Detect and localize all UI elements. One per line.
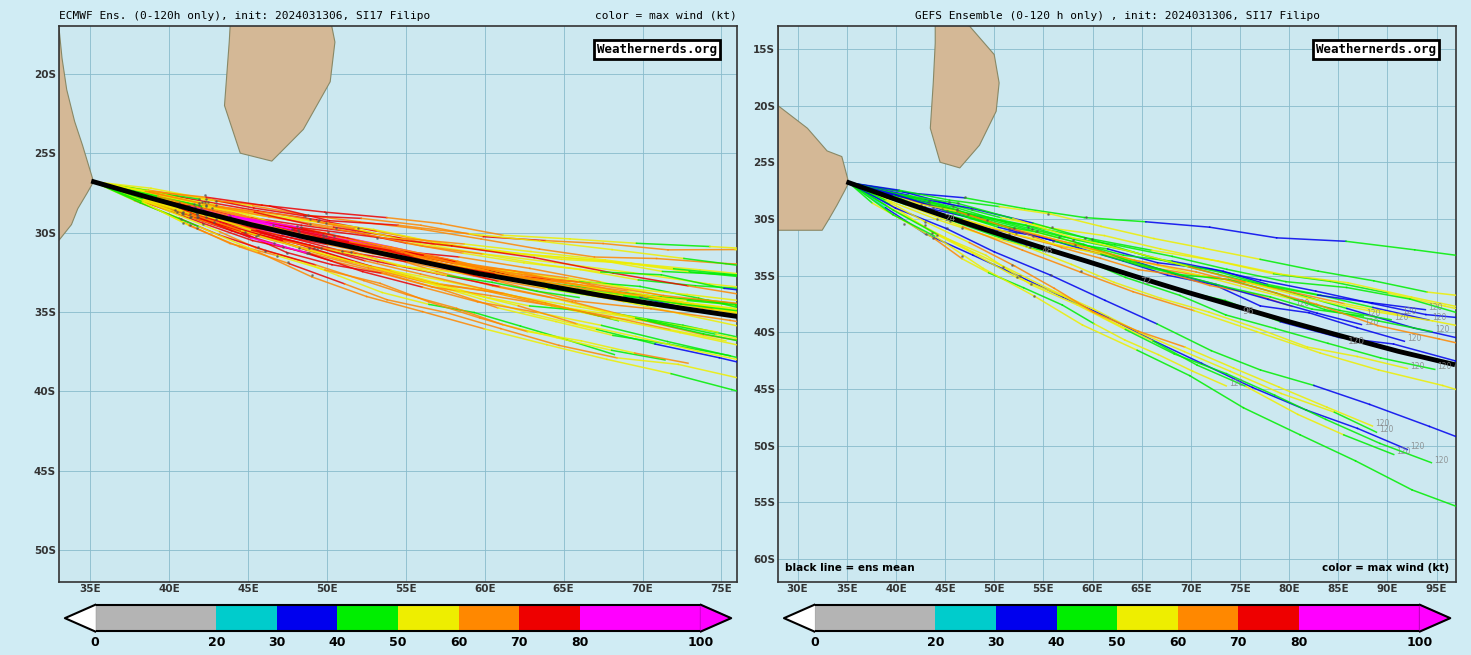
Polygon shape (65, 605, 96, 631)
Text: 100: 100 (1406, 636, 1433, 649)
Text: 60: 60 (1169, 636, 1186, 649)
Text: Weathernerds.org: Weathernerds.org (597, 43, 716, 56)
Polygon shape (1420, 605, 1450, 631)
Text: 120: 120 (1428, 303, 1443, 312)
Text: 80: 80 (571, 636, 588, 649)
Text: 120: 120 (1408, 334, 1421, 343)
Text: 50: 50 (1108, 636, 1125, 649)
Text: 120: 120 (1437, 362, 1452, 371)
Text: 70: 70 (1230, 636, 1247, 649)
Text: 120: 120 (1431, 313, 1446, 322)
Text: black line = ens mean: black line = ens mean (784, 563, 915, 573)
Text: 96: 96 (1243, 307, 1255, 316)
Text: 120: 120 (1434, 456, 1449, 464)
Text: 50: 50 (390, 636, 407, 649)
Text: 120: 120 (1347, 337, 1365, 345)
Text: 24: 24 (944, 214, 956, 223)
Text: 0: 0 (91, 636, 100, 649)
Text: 40: 40 (328, 636, 346, 649)
Polygon shape (778, 0, 849, 231)
Text: 30: 30 (268, 636, 285, 649)
Text: 120: 120 (1396, 447, 1411, 457)
Text: 0: 0 (811, 636, 819, 649)
Text: 120: 120 (1367, 309, 1381, 318)
Text: 70: 70 (510, 636, 528, 649)
Polygon shape (784, 605, 815, 631)
Text: 80: 80 (1290, 636, 1308, 649)
Text: 120: 120 (1395, 312, 1408, 322)
Polygon shape (930, 15, 999, 168)
Text: GEFS Ensemble (0-120 h only) , init: 2024031306, SI17 Filipo: GEFS Ensemble (0-120 h only) , init: 202… (915, 10, 1319, 21)
Text: 48: 48 (1041, 246, 1053, 255)
Polygon shape (700, 605, 731, 631)
Text: 120: 120 (1294, 299, 1309, 309)
Text: Weathernerds.org: Weathernerds.org (1317, 43, 1436, 56)
Text: 120: 120 (1380, 425, 1395, 434)
Text: 72: 72 (1140, 276, 1152, 286)
Polygon shape (225, 0, 335, 161)
Text: 120: 120 (1230, 379, 1243, 388)
Text: 20: 20 (207, 636, 225, 649)
Text: 120: 120 (1375, 419, 1390, 428)
Text: 120: 120 (1411, 362, 1425, 371)
Text: color = max wind (kt): color = max wind (kt) (596, 10, 737, 21)
Text: 120: 120 (1402, 307, 1417, 316)
Text: 120: 120 (1434, 325, 1449, 333)
Text: 20: 20 (927, 636, 944, 649)
Text: color = max wind (kt): color = max wind (kt) (1322, 563, 1449, 573)
Text: ECMWF Ens. (0-120h only), init: 2024031306, SI17 Filipo: ECMWF Ens. (0-120h only), init: 20240313… (59, 10, 430, 21)
Text: 30: 30 (987, 636, 1005, 649)
Text: 100: 100 (688, 636, 713, 649)
Text: 60: 60 (450, 636, 468, 649)
Text: 120: 120 (1365, 318, 1378, 327)
Polygon shape (59, 26, 94, 240)
Text: 120: 120 (1411, 443, 1424, 451)
Text: 40: 40 (1047, 636, 1065, 649)
